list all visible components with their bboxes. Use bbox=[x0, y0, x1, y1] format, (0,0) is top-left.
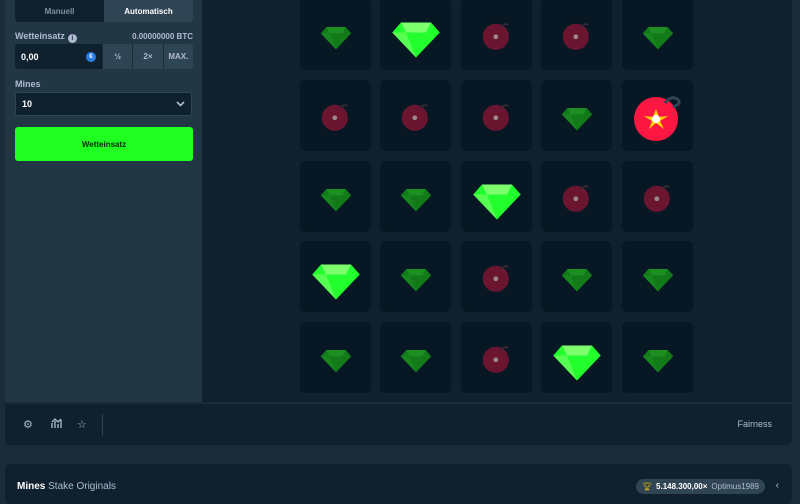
game-info-footer: Mines Stake Originals 🏆︎ 5.148.300,00× Opt… bbox=[5, 464, 792, 504]
mines-value: 10 bbox=[22, 99, 33, 109]
provider-name: Stake Originals bbox=[48, 481, 116, 492]
mine-icon bbox=[481, 342, 513, 374]
gem-icon bbox=[320, 342, 352, 374]
gem-icon bbox=[642, 342, 674, 374]
tile-mine-dim[interactable] bbox=[380, 80, 451, 151]
gem-icon bbox=[552, 333, 602, 383]
mine-icon bbox=[642, 181, 674, 213]
record-badge[interactable]: 🏆︎ 5.148.300,00× Optimus1989 bbox=[635, 479, 765, 494]
gem-icon bbox=[400, 181, 432, 213]
gem-icon bbox=[320, 181, 352, 213]
tile-mine-dim[interactable] bbox=[461, 80, 532, 151]
tile-gem[interactable] bbox=[461, 161, 532, 232]
trophy-icon: 🏆︎ bbox=[641, 482, 653, 491]
max-button[interactable]: MAX. bbox=[162, 44, 193, 69]
mines-label: Mines bbox=[15, 79, 41, 89]
game-name: Mines bbox=[17, 481, 46, 492]
gem-icon bbox=[561, 100, 593, 132]
record-user: Optimus1989 bbox=[711, 482, 759, 491]
bet-label: Wetteinsatz i bbox=[15, 31, 77, 43]
chevron-left-icon[interactable]: ‹ bbox=[775, 480, 779, 491]
tile-gem-dim[interactable] bbox=[380, 241, 451, 312]
tile-gem-dim[interactable] bbox=[622, 322, 693, 393]
tile-gem-dim[interactable] bbox=[300, 0, 371, 70]
gem-icon bbox=[391, 10, 441, 60]
info-icon[interactable]: i bbox=[67, 34, 77, 43]
gem-icon bbox=[400, 261, 432, 293]
gem-icon bbox=[642, 19, 674, 51]
record-multiplier: 5.148.300,00× bbox=[656, 482, 708, 491]
tile-gem-dim[interactable] bbox=[541, 241, 612, 312]
tile-mine-dim[interactable] bbox=[541, 0, 612, 70]
bet-amount-value: 0,00 bbox=[21, 51, 39, 62]
bet-button[interactable]: Wetteinsatz bbox=[15, 127, 193, 161]
tile-gem[interactable] bbox=[380, 0, 451, 70]
mine-icon bbox=[631, 89, 685, 143]
game-toolbar: ⚙ ☆ Fairness bbox=[5, 404, 792, 445]
mines-select[interactable]: 10 bbox=[15, 92, 192, 116]
tile-mine-dim[interactable] bbox=[461, 0, 532, 70]
gem-icon bbox=[320, 19, 352, 51]
star-icon[interactable]: ☆ bbox=[77, 419, 87, 431]
tile-mine-hit[interactable] bbox=[622, 80, 693, 151]
tile-gem-dim[interactable] bbox=[300, 322, 371, 393]
mine-icon bbox=[320, 100, 352, 132]
tile-gem-dim[interactable] bbox=[622, 241, 693, 312]
chevron-down-icon bbox=[176, 99, 185, 109]
stats-icon[interactable] bbox=[51, 418, 62, 432]
tile-gem-dim[interactable] bbox=[380, 322, 451, 393]
bet-row: 0,00 € ½ 2× MAX. bbox=[15, 44, 193, 69]
gem-icon bbox=[561, 261, 593, 293]
bet-label-text: Wetteinsatz bbox=[15, 31, 65, 41]
mine-icon bbox=[561, 181, 593, 213]
fairness-link[interactable]: Fairness bbox=[737, 419, 772, 429]
mine-icon bbox=[481, 19, 513, 51]
bet-amount-input[interactable]: 0,00 € bbox=[15, 44, 102, 69]
bet-balance: 0.00000000 BTC bbox=[132, 32, 193, 41]
gem-icon bbox=[311, 252, 361, 302]
tile-gem[interactable] bbox=[300, 241, 371, 312]
mine-icon bbox=[400, 100, 432, 132]
gear-icon[interactable]: ⚙ bbox=[23, 419, 33, 431]
tab-auto[interactable]: Automatisch bbox=[104, 0, 193, 22]
half-button[interactable]: ½ bbox=[102, 44, 132, 69]
double-button[interactable]: 2× bbox=[132, 44, 162, 69]
game-title: Mines Stake Originals bbox=[17, 481, 116, 492]
tile-mine-dim[interactable] bbox=[461, 322, 532, 393]
mine-icon bbox=[481, 100, 513, 132]
tile-mine-dim[interactable] bbox=[300, 80, 371, 151]
gem-icon bbox=[472, 172, 522, 222]
coin-icon: € bbox=[86, 51, 96, 62]
tile-gem-dim[interactable] bbox=[300, 161, 371, 232]
mode-tabs: Manuell Automatisch bbox=[15, 0, 193, 22]
gem-icon bbox=[642, 261, 674, 293]
tile-mine-dim[interactable] bbox=[541, 161, 612, 232]
tile-gem-dim[interactable] bbox=[380, 161, 451, 232]
tile-mine-dim[interactable] bbox=[461, 241, 532, 312]
tile-mine-dim[interactable] bbox=[622, 161, 693, 232]
mine-icon bbox=[561, 19, 593, 51]
tile-gem[interactable] bbox=[541, 322, 612, 393]
gem-icon bbox=[400, 342, 432, 374]
mine-icon bbox=[481, 261, 513, 293]
tile-gem-dim[interactable] bbox=[541, 80, 612, 151]
tile-gem-dim[interactable] bbox=[622, 0, 693, 70]
tab-manual[interactable]: Manuell bbox=[44, 6, 75, 16]
divider bbox=[102, 414, 103, 436]
